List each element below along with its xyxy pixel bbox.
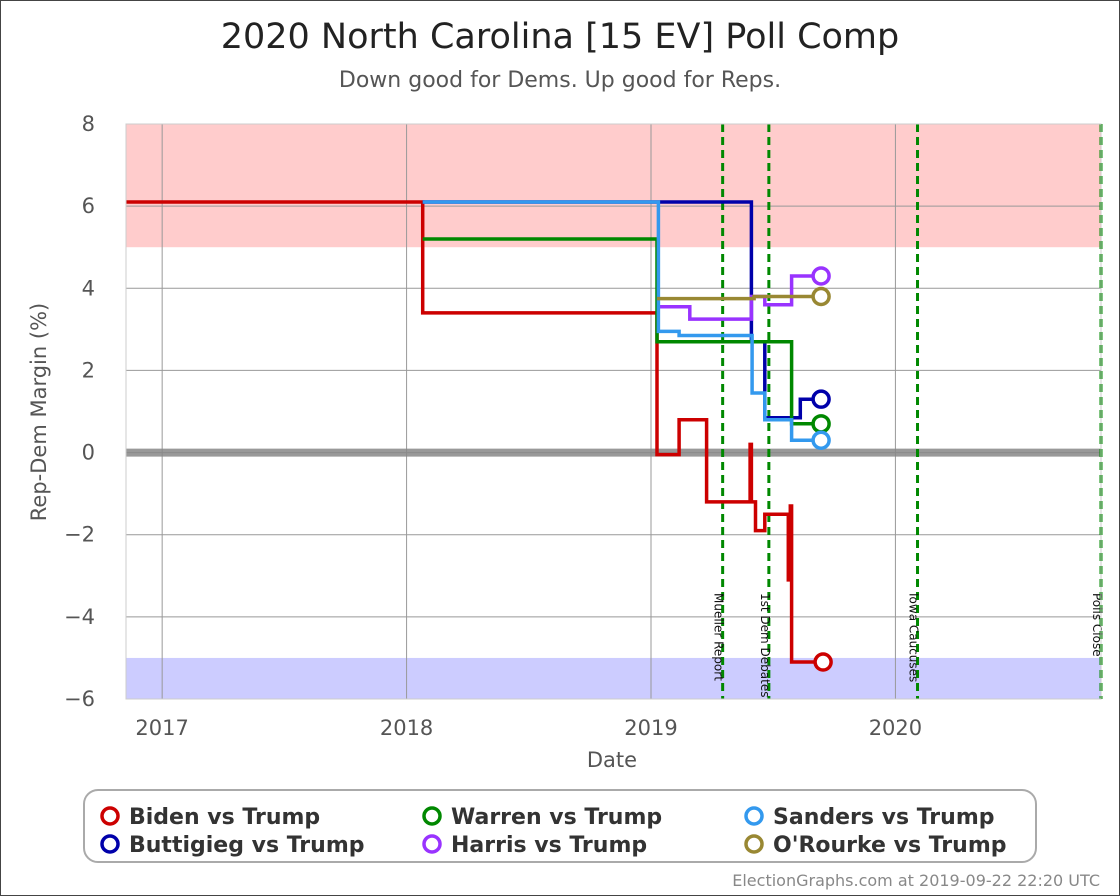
y-tick-label: 2 [82,358,95,382]
legend-label: Warren vs Trump [451,805,662,830]
event-label: Mueller Report [712,593,726,681]
event-label: 1st Dem Debates [758,593,772,697]
legend-label: Buttigieg vs Trump [129,833,365,858]
x-tick-label: 2017 [135,716,188,740]
series-end-marker [811,266,831,286]
x-tick-label: 2020 [869,716,922,740]
legend-marker [744,834,764,854]
legend-label: Sanders vs Trump [773,805,995,830]
y-tick-label: 4 [82,276,95,300]
plot-area: −6 −4 −2 0 2 4 6 8 2017 2018 2019 2020 Mueller Repor… [64,112,1104,740]
x-tick-label: 2019 [624,716,677,740]
x-tick-label: 2018 [380,716,433,740]
series-end-marker [813,652,833,672]
series-end-marker [811,414,831,434]
legend-box [83,789,1037,863]
series-line [422,200,822,443]
series-line [126,200,824,664]
legend: Biden vs Trump Warren vs Trump Sanders vs … [83,789,1037,863]
legend-marker [100,806,120,826]
legend-label: Biden vs Trump [129,805,320,830]
dem-band [126,657,1101,699]
credit-text: ElectionGraphs.com at 2019-09-22 22:20 U… [732,871,1100,890]
event-label: Polls Close [1090,593,1104,657]
plot-border [125,123,1102,700]
series-line [422,237,822,426]
legend-marker [100,834,120,854]
y-tick-label: 0 [82,441,95,465]
chart-subtitle: Down good for Dems. Up good for Reps. [339,68,781,93]
legend-label: O'Rourke vs Trump [773,833,1007,858]
legend-label: Harris vs Trump [451,833,647,858]
series-end-marker [811,286,831,307]
y-tick-label: 6 [82,194,95,218]
x-axis-label: Date [587,748,637,772]
series-line [422,200,822,420]
series-line [657,294,822,301]
series-end-marker [811,430,831,450]
legend-marker [422,806,442,826]
chart-title: 2020 North Carolina [15 EV] Poll Comp [221,17,900,57]
legend-marker [744,806,764,826]
y-tick-label: −4 [64,605,95,629]
y-tick-label: −6 [64,687,95,711]
event-label: Iowa Caucuses [907,593,921,682]
legend-marker [422,834,442,854]
y-axis-label: Rep-Dem Margin (%) [27,303,51,521]
rep-band [126,124,1101,248]
y-tick-label: 8 [82,112,95,136]
y-tick-label: −2 [64,523,95,547]
series-end-marker [811,389,831,409]
